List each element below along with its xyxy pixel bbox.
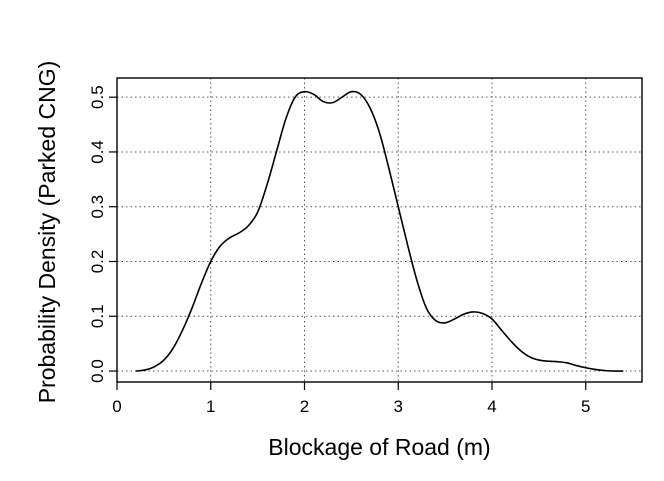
plot-frame (116, 77, 643, 383)
density-curve (135, 90, 624, 372)
y-tick-label: 0.3 (88, 195, 107, 219)
y-tick-label: 0.0 (88, 359, 107, 383)
x-tick-label: 5 (581, 397, 590, 416)
axis-ticks: 0 1 2 3 4 5 0.0 0.1 0.2 0.3 0.4 0.5 (88, 85, 590, 416)
y-tick-label: 0.5 (88, 85, 107, 109)
x-axis-title: Blockage of Road (m) (268, 434, 490, 460)
y-tick-label: 0.1 (88, 304, 107, 328)
y-tick-label: 0.2 (88, 250, 107, 274)
x-tick-label: 1 (206, 397, 215, 416)
x-tick-label: 2 (300, 397, 309, 416)
grid (116, 78, 642, 382)
y-axis-title: Probability Density (Parked CNG) (34, 61, 60, 404)
x-tick-label: 0 (112, 397, 121, 416)
y-tick-label: 0.4 (88, 140, 107, 164)
x-tick-label: 4 (487, 397, 496, 416)
x-tick-label: 3 (394, 397, 403, 416)
